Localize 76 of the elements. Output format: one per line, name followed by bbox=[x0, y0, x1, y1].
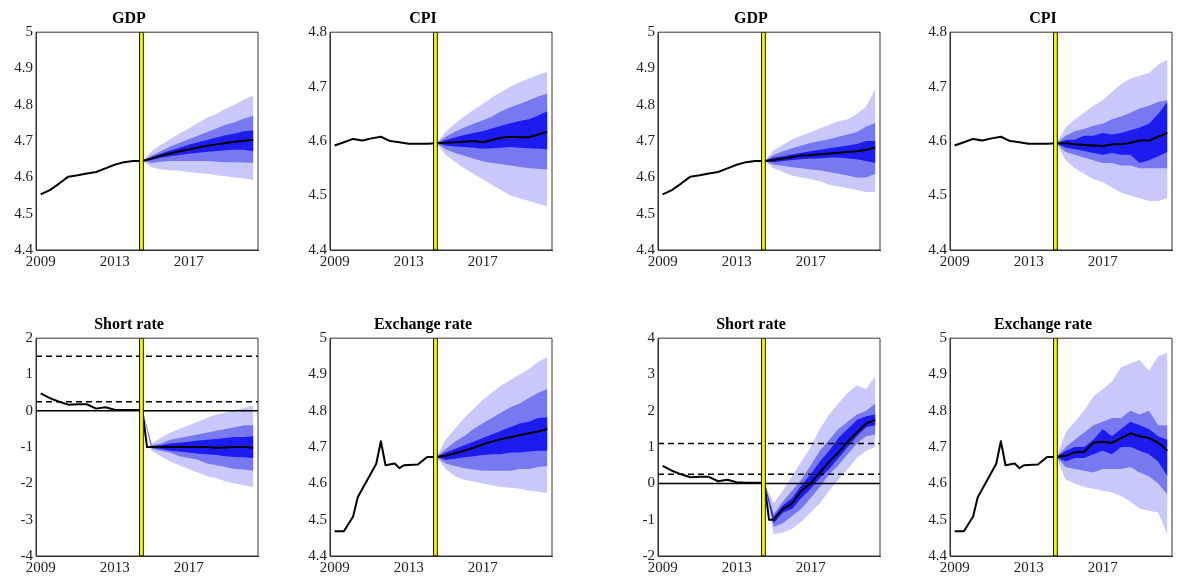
y-tick-label: 2 bbox=[647, 401, 655, 418]
y-tick-label: 4.4 bbox=[14, 240, 34, 257]
y-tick-label: 4.5 bbox=[928, 186, 947, 203]
y-tick-label: -4 bbox=[20, 546, 34, 563]
x-tick-label: 2013 bbox=[721, 558, 752, 575]
y-tick-label: 4.5 bbox=[928, 510, 947, 527]
x-tick-label: 2017 bbox=[1087, 558, 1119, 575]
y-tick-label: 4.5 bbox=[308, 510, 327, 527]
y-tick-label: 4.8 bbox=[308, 401, 327, 418]
y-tick-label: 4.7 bbox=[14, 132, 34, 149]
y-tick-label: 4.7 bbox=[308, 77, 328, 94]
chart-title: Exchange rate bbox=[993, 314, 1093, 333]
y-tick-label: 5 bbox=[939, 329, 947, 346]
y-tick-label: 4.4 bbox=[928, 546, 948, 563]
y-tick-label: 4.4 bbox=[928, 240, 948, 257]
y-tick-label: 4.8 bbox=[14, 95, 33, 112]
y-tick-label: 4.8 bbox=[928, 401, 947, 418]
y-tick-label: 4.6 bbox=[928, 132, 948, 149]
y-tick-label: 1 bbox=[25, 365, 33, 382]
y-tick-label: 0 bbox=[647, 474, 655, 491]
chart-title: Short rate bbox=[94, 314, 164, 332]
y-tick-label: 4.7 bbox=[636, 132, 656, 149]
y-tick-label: 4.9 bbox=[636, 59, 655, 76]
y-tick-label: 2 bbox=[25, 329, 33, 346]
x-tick-label: 2013 bbox=[1013, 252, 1044, 269]
x-tick-label: 2013 bbox=[99, 252, 130, 269]
y-tick-label: 4.8 bbox=[928, 23, 947, 40]
x-tick-label: 2017 bbox=[467, 252, 499, 269]
y-tick-label: 4.4 bbox=[308, 240, 328, 257]
x-tick-label: 2013 bbox=[393, 252, 424, 269]
y-tick-label: 5 bbox=[319, 329, 327, 346]
x-tick-label: 2017 bbox=[795, 558, 827, 575]
y-tick-label: -3 bbox=[20, 510, 33, 527]
y-tick-label: 4.6 bbox=[636, 168, 656, 185]
chart-title: Short rate bbox=[716, 314, 786, 332]
y-tick-label: 4 bbox=[647, 329, 656, 346]
x-tick-label: 2013 bbox=[721, 252, 752, 269]
y-tick-label: 4.9 bbox=[308, 365, 327, 382]
y-tick-label: 5 bbox=[647, 23, 655, 40]
y-tick-label: 4.6 bbox=[308, 132, 328, 149]
y-tick-label: 4.5 bbox=[636, 204, 655, 221]
y-tick-label: 4.8 bbox=[308, 23, 327, 40]
x-tick-label: 2013 bbox=[1013, 558, 1044, 575]
y-tick-label: 4.4 bbox=[308, 546, 328, 563]
chart-title: CPI bbox=[1029, 8, 1057, 26]
y-tick-label: 4.5 bbox=[14, 204, 33, 221]
x-tick-label: 2017 bbox=[173, 252, 205, 269]
y-tick-label: -1 bbox=[20, 438, 33, 455]
y-tick-label: 4.5 bbox=[308, 186, 327, 203]
y-tick-label: 3 bbox=[647, 365, 655, 382]
y-tick-label: 0 bbox=[25, 401, 33, 418]
y-tick-label: 4.6 bbox=[308, 474, 328, 491]
x-tick-label: 2017 bbox=[173, 558, 205, 575]
chart-title: GDP bbox=[734, 8, 769, 26]
chart-title: Exchange rate bbox=[373, 314, 473, 333]
y-tick-label: -1 bbox=[642, 510, 655, 527]
y-tick-label: 4.9 bbox=[14, 59, 33, 76]
y-tick-label: 4.6 bbox=[928, 474, 948, 491]
y-tick-label: 4.8 bbox=[636, 95, 655, 112]
y-tick-label: 4.7 bbox=[928, 438, 948, 455]
y-tick-label: 4.6 bbox=[14, 168, 34, 185]
x-tick-label: 2017 bbox=[467, 558, 499, 575]
x-tick-label: 2017 bbox=[1087, 252, 1119, 269]
y-tick-label: -2 bbox=[20, 474, 33, 491]
x-tick-label: 2017 bbox=[795, 252, 827, 269]
chart-title: GDP bbox=[112, 8, 147, 26]
y-tick-label: 4.7 bbox=[308, 438, 328, 455]
y-tick-label: 4.9 bbox=[928, 365, 947, 382]
y-tick-label: 4.4 bbox=[636, 240, 656, 257]
y-tick-label: 5 bbox=[25, 23, 33, 40]
chart-title: CPI bbox=[409, 8, 437, 26]
y-tick-label: 1 bbox=[647, 438, 655, 455]
y-tick-label: 4.7 bbox=[928, 77, 948, 94]
x-tick-label: 2013 bbox=[99, 558, 130, 575]
x-tick-label: 2013 bbox=[393, 558, 424, 575]
y-tick-label: -2 bbox=[642, 546, 655, 563]
